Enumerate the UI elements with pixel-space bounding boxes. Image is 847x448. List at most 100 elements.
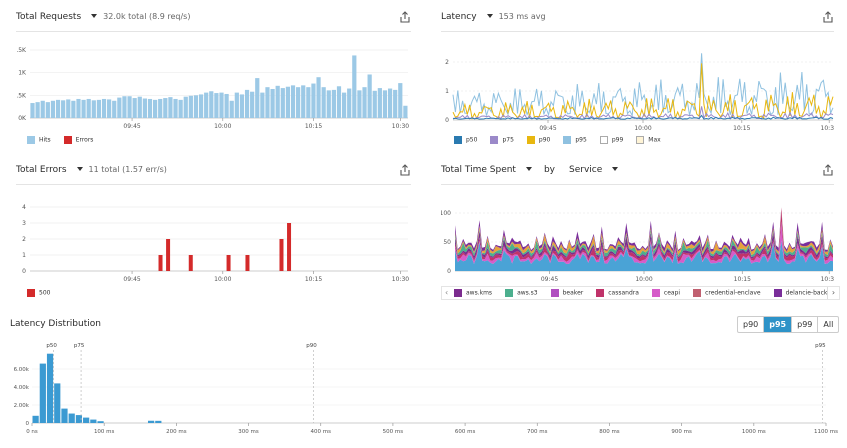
latency-histogram-bar [54,383,61,423]
hits-bar [152,99,158,118]
error-bar [166,239,171,271]
hits-bar [188,95,193,118]
percentile-button-p99[interactable]: p99 [792,317,819,332]
latency-panel: Latency 153 ms avg 2 1 0 09:45 10:00 10:15 10:3… [441,11,834,152]
latency-divider [441,31,834,32]
requests-legend-item[interactable]: Hits [27,136,51,144]
errors-xtick: 09:45 [123,276,140,283]
p95-line [452,53,834,118]
distribution-ytick: 4.00k [14,385,30,391]
percentile-button-all[interactable]: All [823,320,834,329]
distribution-chart: 6.00k 4.00k 2.00k 0 0 ns 100 ms 200 ms 300 ms 40… [14,343,839,435]
requests-legend-swatch [63,136,72,144]
percentile-button-p95[interactable]: p95 [764,317,793,332]
time-spent-legend-bar: ‹ aws.kms aws.s3 beaker cassandra ceapi crede… [441,286,840,300]
time-spent-legend-label: credential-enclave [705,289,761,297]
time-spent-export-icon[interactable] [822,164,834,176]
distribution-xtick: 700 ms [527,429,548,435]
hits-bar [101,98,107,118]
latency-ytick: 0 [445,117,449,124]
p90-line [452,63,834,121]
hits-bar [117,97,122,118]
latency-histogram-bar [83,417,90,423]
latency-export-icon[interactable] [822,11,834,23]
latency-legend-label: p95 [575,136,587,144]
distribution-xtick: 1100 ms [814,429,838,435]
time-spent-legend-swatch [550,289,559,297]
legend-prev-button[interactable]: ‹ [445,288,449,297]
hits-bar [55,99,61,118]
p50-line [452,114,834,120]
hits-bar [112,100,117,118]
latency-legend-item[interactable]: p90 [526,136,550,144]
errors-menu-caret-icon[interactable] [76,167,83,171]
hits-bar [35,102,40,118]
hits-bar [265,87,270,118]
latency-legend-item[interactable]: p95 [563,136,587,144]
latency-legend: p50 p75 p90 p95 p99 Max [454,136,674,144]
distribution-title: Latency Distribution [10,319,101,329]
error-bar [287,223,292,271]
latency-legend-item[interactable]: p75 [490,136,514,144]
time-spent-legend-item[interactable]: cassandra [596,289,639,297]
errors-xtick: 10:15 [305,276,322,283]
errors-legend-item[interactable]: 500 [27,289,50,297]
hits-bar [311,83,316,118]
requests-menu-caret-icon[interactable] [91,14,98,18]
errors-xtick: 10:30 [392,276,409,283]
hits-bar [193,95,199,118]
hits-bar [204,92,209,118]
hits-bar [239,94,245,118]
time-spent-legend: aws.kms aws.s3 beaker cassandra ceapi credent… [454,289,839,297]
time-spent-legend-item[interactable]: credential-enclave [693,289,761,297]
time-spent-legend-item[interactable]: beaker [550,289,583,297]
latency-menu-caret-icon[interactable] [486,14,493,18]
error-bar [226,255,231,271]
time-spent-legend-swatch [505,289,514,297]
time-spent-legend-item[interactable]: ceapi [651,289,680,297]
hits-bar [244,89,250,118]
requests-export-icon[interactable] [399,11,411,23]
hits-bar [137,96,142,118]
requests-ytick: 0K [18,115,27,122]
hits-bar [372,90,377,118]
time-spent-title: Total Time Spent [441,165,516,175]
hits-bar [163,98,168,118]
time-spent-menu-caret-icon[interactable] [525,167,532,171]
time-spent-xtick: 10:30 [821,276,834,283]
hits-bar [326,90,331,118]
requests-legend-item[interactable]: Errors [63,136,93,144]
time-spent-legend-item[interactable]: delancie-backend-rc [773,289,839,297]
hits-bar [387,88,393,118]
requests-chart: 1.5K 1K 0.5K 0K 09:45 10:00 10:15 10:30 [16,47,409,130]
latency-histogram-bar [75,415,83,423]
hits-bar [61,100,66,118]
latency-legend-item[interactable]: p99 [599,136,623,144]
latency-xtick: 10:30 [821,125,834,132]
percentile-button-p90[interactable]: p90 [738,317,765,332]
group-by-select[interactable]: Service [569,165,603,175]
latency-legend-swatch [599,136,608,144]
time-spent-legend-swatch [596,289,605,297]
time-spent-legend-item[interactable]: aws.s3 [505,289,538,297]
hits-bar [122,96,127,118]
hits-bar [96,99,102,118]
latency-histogram-bar [46,353,54,423]
group-by-caret-icon[interactable] [612,167,619,171]
requests-xtick: 10:15 [305,123,322,130]
hits-bar [127,96,132,118]
legend-next-button[interactable]: › [827,287,839,299]
time-spent-legend-item[interactable]: aws.kms [454,289,492,297]
requests-divider [16,31,411,32]
latency-legend-swatch [526,136,535,144]
error-bar [245,255,250,271]
percentile-marker-label: p90 [306,343,317,349]
hits-bar [316,77,321,118]
latency-legend-swatch [636,136,645,144]
service-area [455,221,833,264]
errors-export-icon[interactable] [399,164,411,176]
hits-bar [260,92,265,118]
distribution-xtick: 0 ns [26,429,38,435]
latency-legend-item[interactable]: p50 [454,136,477,144]
latency-legend-item[interactable]: Max [636,136,661,144]
